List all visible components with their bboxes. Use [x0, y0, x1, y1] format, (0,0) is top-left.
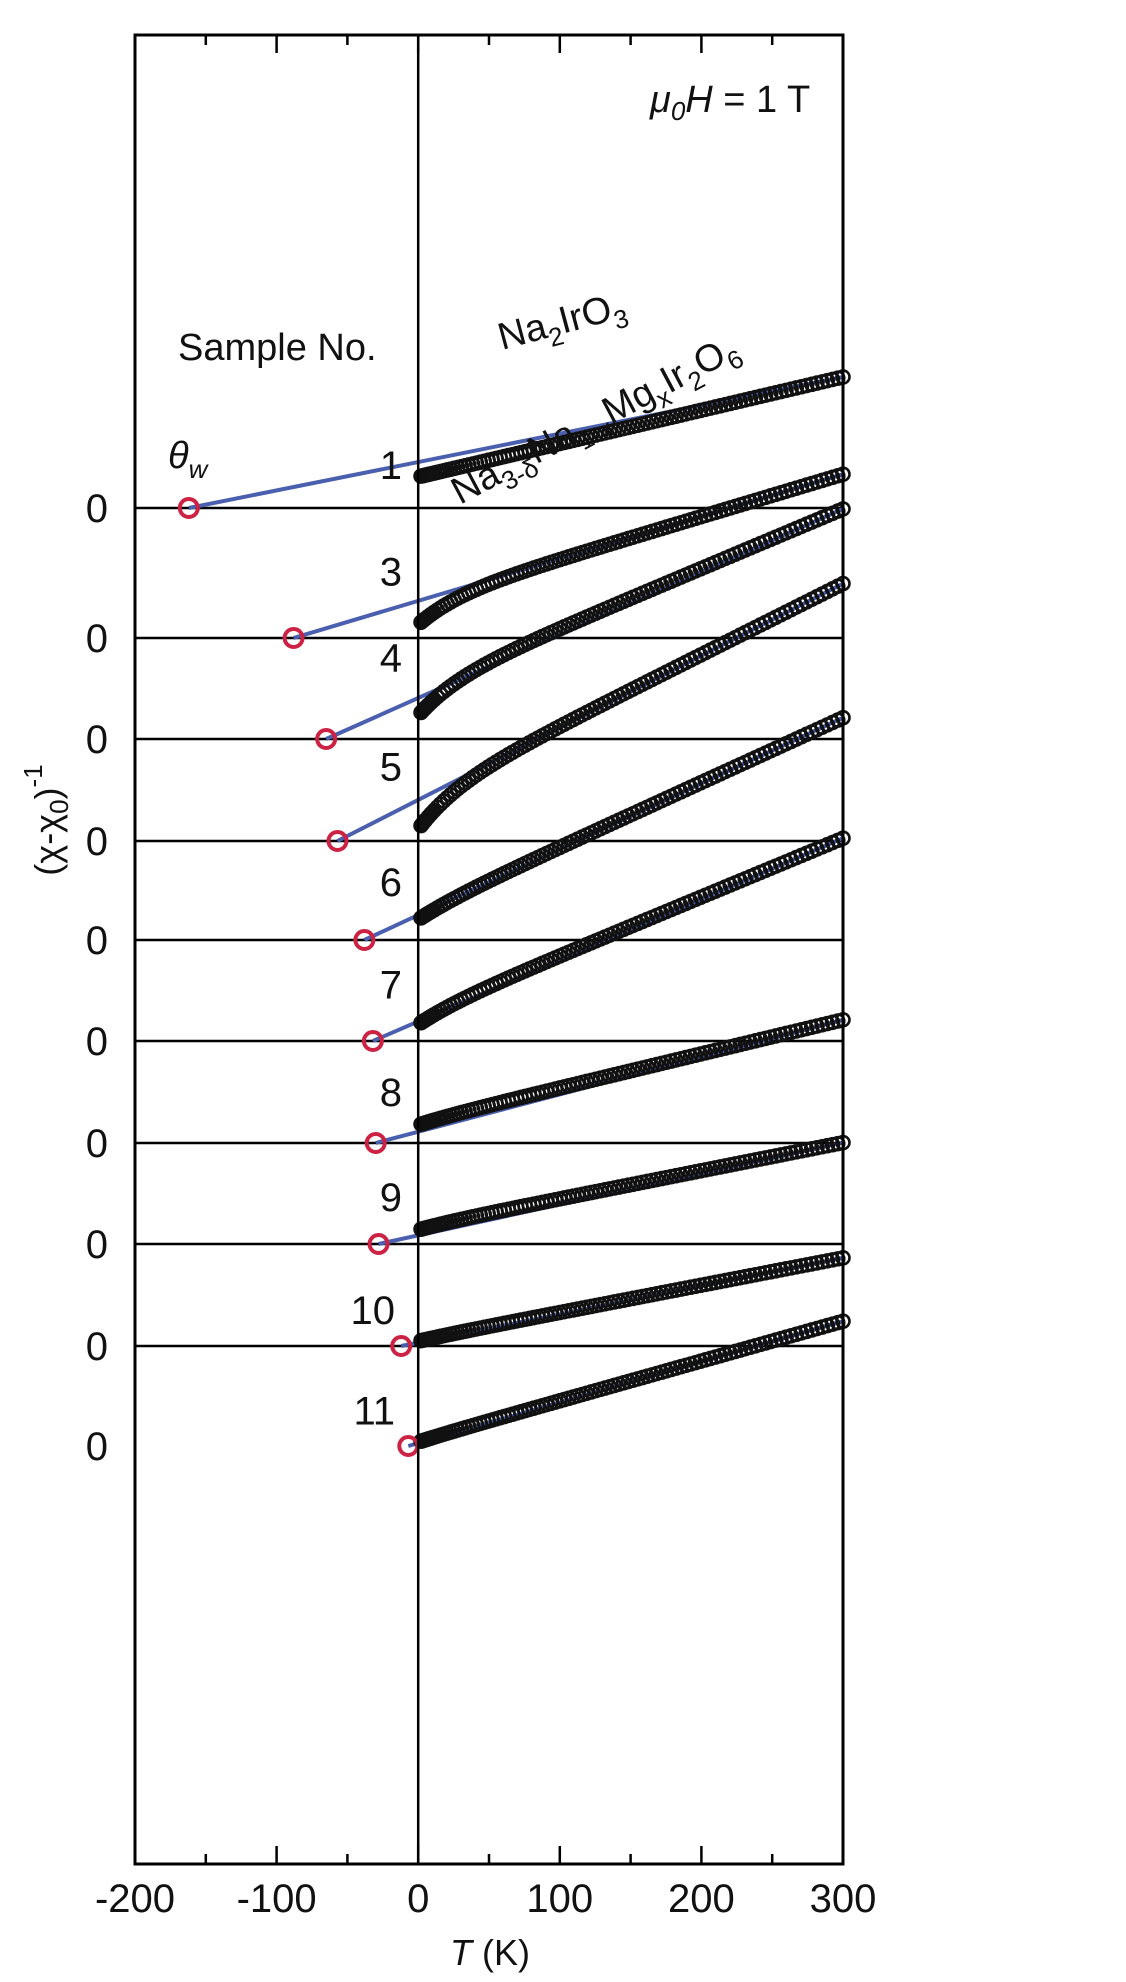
theta-symbol: θ: [168, 435, 189, 477]
zero-tick-label: 0: [86, 718, 108, 762]
zero-tick-label: 0: [86, 1122, 108, 1166]
data-point: [426, 1112, 442, 1128]
sample-number-label: 4: [380, 637, 402, 681]
x-tick-label: 300: [810, 1877, 877, 1921]
zero-tick-label: 0: [86, 1020, 108, 1064]
field-mu-sub: 0: [671, 96, 686, 126]
sample-number-label: 9: [380, 1176, 402, 1220]
x-tick-label: -100: [237, 1877, 317, 1921]
x-axis-title: T (K): [450, 1932, 530, 1973]
field-rest: = 1 T: [713, 79, 811, 121]
baselines: [135, 506, 843, 1348]
data-point: [426, 902, 442, 918]
zero-tick-label: 0: [86, 1325, 108, 1369]
x-tick-label: 0: [407, 1877, 429, 1921]
sample-number-label: 8: [380, 1071, 402, 1115]
data-point: [426, 803, 442, 819]
zero-tick-label: 0: [86, 1425, 108, 1469]
fit-lines: [188, 374, 844, 1448]
y-axis-title-tail: ): [27, 787, 68, 799]
field-annotation: μ0H = 1 T: [649, 79, 810, 126]
y-axis-title: (χ-χ0)-1: [18, 764, 74, 875]
sample-number-label: 5: [380, 746, 402, 790]
y-axis-title-sup: -1: [18, 764, 48, 787]
x-axis-title-var: T: [450, 1932, 475, 1973]
sample-number-label: 10: [351, 1289, 396, 1333]
theta-w-marker: [326, 830, 349, 852]
y-axis-title-main: (χ-χ: [27, 814, 68, 876]
formula-text: IrO: [554, 288, 616, 342]
data-point: [426, 604, 442, 620]
data-points: [413, 369, 851, 1449]
data-point: [426, 1218, 442, 1234]
zero-tick-label: 0: [86, 617, 108, 661]
data-point: [426, 1429, 442, 1445]
sample-number-label: 1: [380, 444, 402, 488]
zero-tick-label: 0: [86, 919, 108, 963]
theta-w-marker: [353, 929, 376, 951]
y-axis-title-sub: 0: [44, 799, 74, 813]
zero-tick-label: 0: [86, 1223, 108, 1267]
theta-w-marker: [282, 627, 305, 649]
zero-tick-label: 0: [86, 487, 108, 531]
theta-w-marker: [177, 497, 200, 519]
theta-w-marker: [367, 1233, 390, 1255]
theta-w-marker: [364, 1132, 387, 1154]
x-tick-label: 200: [668, 1877, 735, 1921]
data-point: [426, 1007, 442, 1023]
plot-border: [133, 33, 845, 1866]
theta-w-marker: [390, 1335, 413, 1357]
theta-w-marker: [315, 728, 338, 750]
formula-text: Na: [493, 305, 552, 358]
theta-w-label: θw: [168, 435, 210, 484]
field-H: H: [685, 79, 713, 121]
sample-number-label: 7: [380, 963, 402, 1007]
formula-na2iro3: Na2IrO3: [493, 284, 632, 365]
data-point: [426, 1330, 442, 1346]
theta-w-marker: [361, 1030, 384, 1052]
x-axis-title-unit: (K): [472, 1932, 530, 1973]
plot-frame: [133, 33, 845, 1866]
x-tick-label: 100: [526, 1877, 593, 1921]
zero-tick-label: 0: [86, 820, 108, 864]
formula-subscript: 3: [610, 303, 632, 336]
formula-doped: Na3-δNa1-xMgxIr2O6: [445, 326, 749, 519]
field-mu: μ: [649, 79, 671, 121]
sample-header: Sample No.: [178, 327, 377, 369]
theta-markers: [177, 497, 420, 1457]
theta-sub: w: [189, 454, 210, 484]
sample-number-label: 11: [353, 1390, 395, 1434]
x-tick-label: -200: [95, 1877, 175, 1921]
data-point: [426, 465, 442, 481]
sample-number-label: 6: [380, 861, 402, 905]
sample-number-label: 3: [380, 550, 402, 594]
data-point: [426, 692, 442, 708]
